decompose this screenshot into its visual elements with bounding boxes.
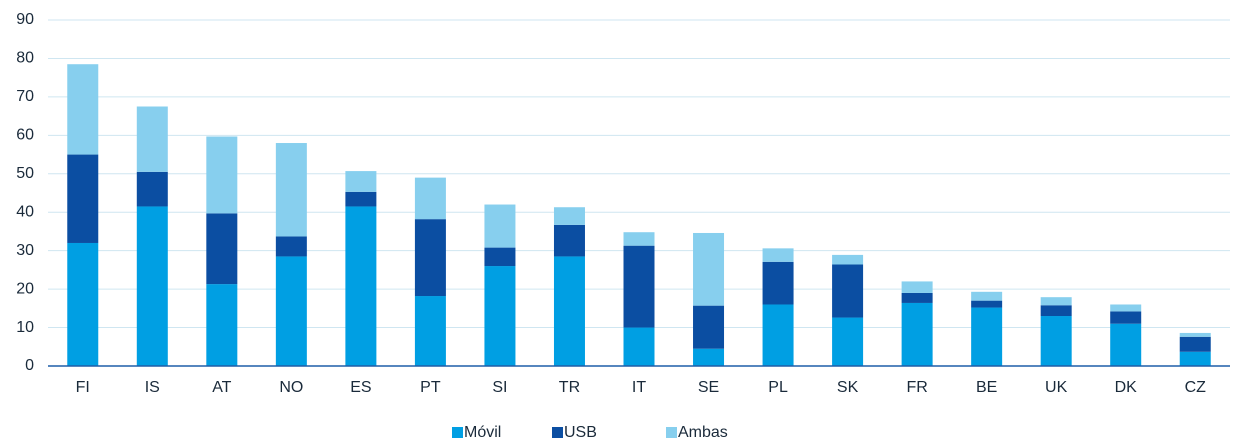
y-tick-label: 0 <box>25 357 34 374</box>
y-tick-label: 50 <box>16 165 34 182</box>
bar-segment <box>832 264 864 318</box>
bar-segment <box>1040 297 1072 306</box>
bar-segment <box>67 64 99 155</box>
bar-segment <box>693 305 725 349</box>
bar-segment <box>275 236 307 257</box>
bar-segment <box>553 224 585 257</box>
bar-segment <box>484 266 516 366</box>
bar-segment <box>553 207 585 225</box>
bar-segment <box>623 232 655 246</box>
bar-segment <box>762 261 794 305</box>
x-tick-label: NO <box>279 379 303 396</box>
legend-label: Móvil <box>464 424 501 441</box>
y-tick-label: 10 <box>16 319 34 336</box>
y-tick-label: 40 <box>16 203 34 220</box>
bar-segment <box>136 106 168 172</box>
bar-segment <box>484 247 516 267</box>
legend-swatch <box>552 427 563 438</box>
x-tick-label: SK <box>837 379 859 396</box>
bar-segment <box>1040 316 1072 366</box>
bar-segment <box>762 248 794 262</box>
x-tick-label: SI <box>492 379 507 396</box>
y-tick-label: 30 <box>16 242 34 259</box>
x-tick-label: BE <box>976 379 997 396</box>
y-tick-label: 70 <box>16 88 34 105</box>
x-tick-label: ES <box>350 379 371 396</box>
x-tick-label: FR <box>906 379 927 396</box>
x-tick-label: FI <box>76 379 90 396</box>
bar-segment <box>971 307 1003 366</box>
bar-segment <box>901 281 933 293</box>
legend-label: Ambas <box>678 424 728 441</box>
x-tick-label: IS <box>145 379 160 396</box>
bar-segment <box>1110 311 1142 324</box>
x-tick-label: PL <box>768 379 788 396</box>
x-tick-label: DK <box>1115 379 1138 396</box>
bar-segment <box>901 292 933 303</box>
x-tick-label: SE <box>698 379 719 396</box>
bar-segment <box>1110 323 1142 366</box>
bar-segment <box>1110 304 1142 312</box>
x-tick-label: AT <box>212 379 231 396</box>
bar-segment <box>553 256 585 366</box>
bar-segment <box>275 256 307 366</box>
x-tick-label: IT <box>632 379 646 396</box>
y-tick-label: 80 <box>16 50 34 67</box>
bar-segment <box>136 171 168 207</box>
bar-segment <box>971 300 1003 308</box>
y-tick-label: 60 <box>16 127 34 144</box>
bar-segment <box>414 219 446 297</box>
bar-segment <box>693 348 725 366</box>
bar-segment <box>67 242 99 366</box>
y-tick-label: 20 <box>16 280 34 297</box>
bar-segment <box>832 317 864 366</box>
x-tick-label: CZ <box>1185 379 1207 396</box>
bar-segment <box>693 232 725 306</box>
x-tick-label: TR <box>559 379 580 396</box>
bar-segment <box>345 171 377 192</box>
bar-segment <box>206 136 238 214</box>
legend-swatch <box>666 427 677 438</box>
bar-segment <box>901 302 933 366</box>
bar-segment <box>623 327 655 366</box>
y-tick-label: 90 <box>16 11 34 28</box>
bar-segment <box>484 204 516 248</box>
bar-segment <box>345 191 377 207</box>
bar-segment <box>1179 332 1211 337</box>
bar-segment <box>275 143 307 237</box>
bar-segment <box>1179 351 1211 366</box>
bar-segment <box>136 206 168 366</box>
bar-segment <box>1040 305 1072 317</box>
bar-segment <box>1179 336 1211 352</box>
bar-segment <box>623 245 655 328</box>
bar-segment <box>206 284 238 366</box>
bar-segment <box>414 177 446 220</box>
bar-segment <box>414 296 446 366</box>
legend-label: USB <box>564 424 597 441</box>
bar-segment <box>762 304 794 366</box>
x-tick-label: UK <box>1045 379 1068 396</box>
bar-segment <box>206 213 238 285</box>
legend-swatch <box>452 427 463 438</box>
x-tick-label: PT <box>420 379 441 396</box>
bar-segment <box>67 154 99 243</box>
bar-segment <box>832 254 864 265</box>
bar-segment <box>971 291 1003 301</box>
bar-segment <box>345 206 377 366</box>
